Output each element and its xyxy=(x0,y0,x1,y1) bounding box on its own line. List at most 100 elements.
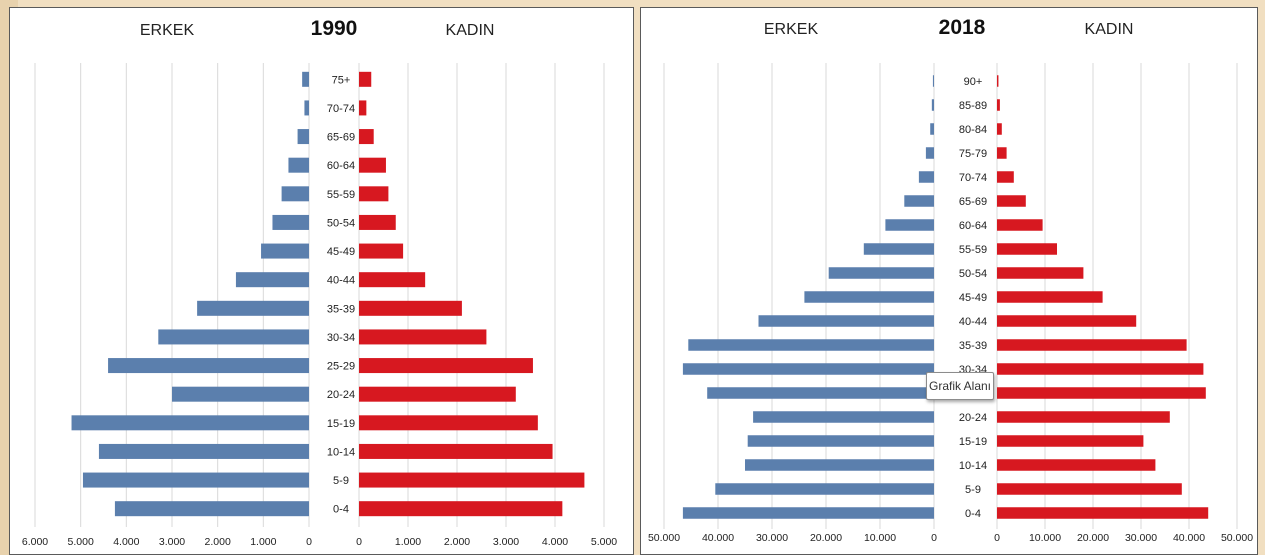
female-bar xyxy=(997,243,1057,255)
female-bar xyxy=(997,171,1014,183)
male-bar xyxy=(302,71,309,87)
age-group-label: 45-49 xyxy=(959,292,987,304)
chart-title: 2018 xyxy=(939,16,986,39)
male-bar xyxy=(747,435,934,447)
male-tick-label: 20.000 xyxy=(810,532,842,544)
age-group-label: 40-44 xyxy=(327,275,355,287)
male-bar xyxy=(288,157,309,173)
age-group-label: 60-64 xyxy=(959,220,987,232)
age-group-label: 70-74 xyxy=(959,172,987,184)
male-bar xyxy=(158,329,309,345)
male-bar xyxy=(297,129,309,145)
age-group-label: 40-44 xyxy=(959,316,987,328)
female-bar xyxy=(997,459,1156,471)
age-group-label: 55-59 xyxy=(327,189,355,201)
age-group-label: 35-39 xyxy=(959,340,987,352)
male-tick-label: 5.000 xyxy=(68,536,94,548)
female-bar xyxy=(359,358,533,374)
age-group-label: 20-24 xyxy=(959,412,987,424)
female-bar xyxy=(359,329,487,345)
age-group-label: 5-9 xyxy=(333,475,349,487)
female-bar xyxy=(997,195,1026,207)
female-bar xyxy=(997,291,1103,303)
male-bar xyxy=(758,315,934,327)
male-heading: ERKEK xyxy=(140,22,195,39)
chart-area-tooltip: Grafik Alanı xyxy=(926,372,994,400)
age-group-label: 5-9 xyxy=(965,484,981,496)
age-group-label: 30-34 xyxy=(327,332,355,344)
female-bar xyxy=(997,507,1209,519)
female-bar xyxy=(359,186,389,202)
age-group-label: 0-4 xyxy=(333,504,349,516)
male-bar xyxy=(904,195,934,207)
age-group-label: 45-49 xyxy=(327,246,355,258)
female-tick-label: 30.000 xyxy=(1125,532,1157,544)
female-bar xyxy=(359,443,553,459)
female-tick-label: 3.000 xyxy=(493,536,519,548)
female-bar xyxy=(359,71,372,87)
age-group-label: 15-19 xyxy=(327,418,355,430)
male-bar xyxy=(863,243,934,255)
chart-1990-panel[interactable]: 1990 ERKEK KADIN 0-4 5-9 10-14 15-19 20-24 25-29… xyxy=(9,7,634,555)
age-group-label: 10-14 xyxy=(959,460,987,472)
female-tick-label: 4.000 xyxy=(542,536,568,548)
female-bar xyxy=(359,214,396,230)
male-tick-label: 2.000 xyxy=(205,536,231,548)
male-bar xyxy=(235,272,309,288)
male-bar xyxy=(108,358,309,374)
age-group-label: 15-19 xyxy=(959,436,987,448)
chart-2018-panel[interactable]: 2018 ERKEK KADIN 0-4 5-9 10-14 15-19 20-24 30-34… xyxy=(640,7,1258,555)
female-tick-label: 0 xyxy=(356,536,362,548)
female-heading: KADIN xyxy=(446,22,495,39)
female-bar xyxy=(359,472,585,488)
female-bar xyxy=(997,411,1170,423)
female-bar xyxy=(997,267,1084,279)
female-bar xyxy=(359,272,426,288)
male-bar xyxy=(931,99,934,111)
male-tick-label: 0 xyxy=(306,536,312,548)
male-tick-label: 0 xyxy=(931,532,937,544)
age-group-label: 50-54 xyxy=(959,268,987,280)
female-tick-label: 40.000 xyxy=(1173,532,1205,544)
age-group-label: 25-29 xyxy=(327,361,355,373)
female-tick-label: 2.000 xyxy=(444,536,470,548)
female-bar xyxy=(997,99,1000,111)
female-bar xyxy=(359,386,516,402)
age-group-label: 80-84 xyxy=(959,124,987,136)
age-group-label: 50-54 xyxy=(327,217,355,229)
male-bar xyxy=(930,123,934,135)
male-bar xyxy=(172,386,309,402)
male-bar xyxy=(272,214,309,230)
female-bar xyxy=(997,483,1182,495)
age-group-label: 0-4 xyxy=(965,508,981,520)
female-bar xyxy=(359,157,386,173)
male-bar xyxy=(707,387,934,399)
age-group-label: 75+ xyxy=(332,74,351,86)
female-bar xyxy=(359,501,563,517)
male-bar xyxy=(715,483,934,495)
age-group-label: 70-74 xyxy=(327,103,355,115)
male-bar xyxy=(98,443,309,459)
age-group-label: 35-39 xyxy=(327,303,355,315)
male-bar xyxy=(82,472,309,488)
male-bar xyxy=(114,501,310,517)
male-bar xyxy=(885,219,934,231)
male-tick-label: 50.000 xyxy=(648,532,680,544)
male-bar xyxy=(688,339,934,351)
male-bar xyxy=(745,459,934,471)
female-bar xyxy=(997,339,1187,351)
male-bar xyxy=(261,243,309,259)
female-bar xyxy=(997,75,999,87)
female-bar xyxy=(997,123,1002,135)
female-bar xyxy=(997,219,1043,231)
male-heading: ERKEK xyxy=(764,21,819,38)
male-bar xyxy=(281,186,309,202)
female-bar xyxy=(359,129,374,145)
male-tick-label: 3.000 xyxy=(159,536,185,548)
male-tick-label: 6.000 xyxy=(22,536,48,548)
female-tick-label: 50.000 xyxy=(1221,532,1253,544)
male-bar xyxy=(197,300,309,316)
male-tick-label: 10.000 xyxy=(864,532,896,544)
male-bar xyxy=(925,147,934,159)
female-tick-label: 5.000 xyxy=(591,536,617,548)
